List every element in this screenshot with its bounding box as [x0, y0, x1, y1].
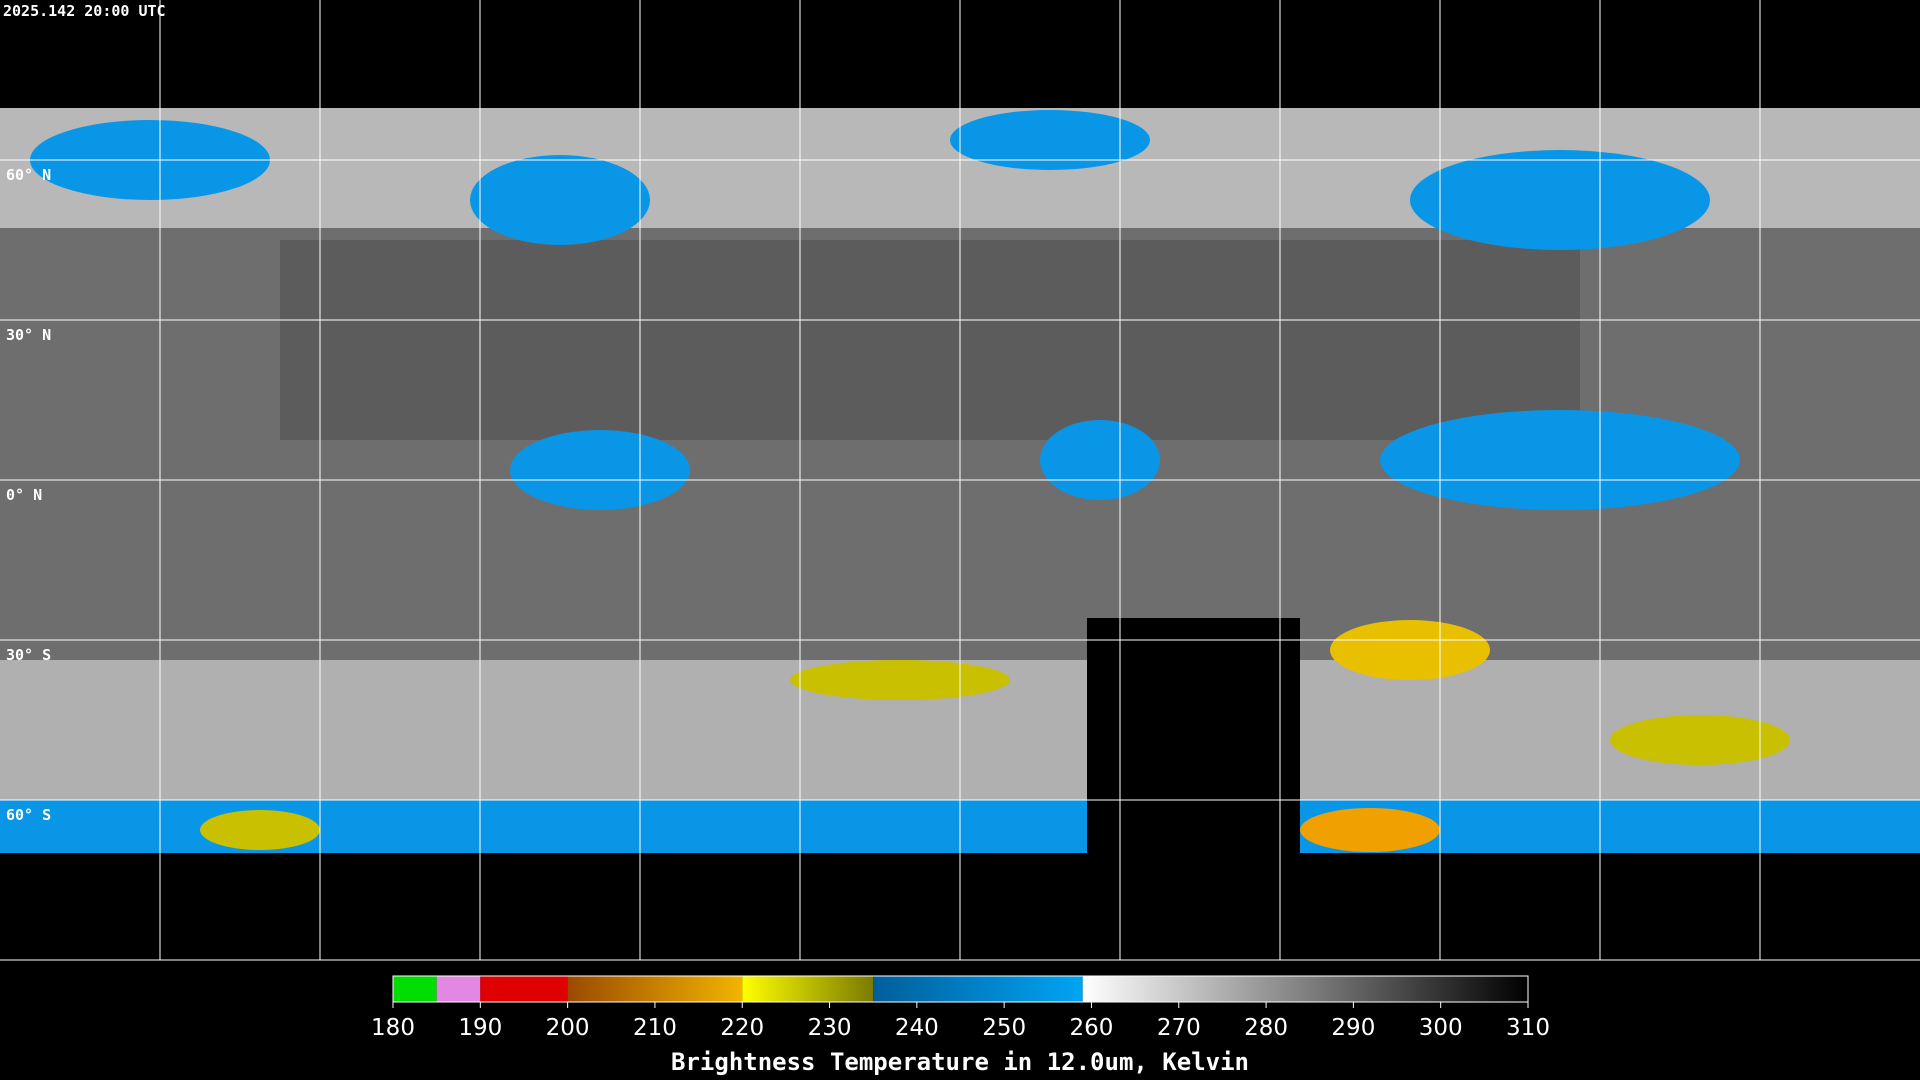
tick-label: 280 [1244, 1015, 1288, 1041]
tick-label: 180 [371, 1015, 415, 1041]
cloud [470, 155, 650, 245]
color-segment [480, 976, 568, 1002]
color-segment [436, 976, 481, 1002]
cloud [1380, 410, 1740, 510]
tick-label: 230 [808, 1015, 852, 1041]
cloud [1410, 150, 1710, 250]
tick-label: 300 [1419, 1015, 1463, 1041]
cloud [790, 660, 1010, 700]
color-segment [873, 976, 1083, 1002]
tick-label: 310 [1506, 1015, 1550, 1041]
tick-label: 200 [546, 1015, 590, 1041]
cloud [1330, 620, 1490, 680]
tick-label: 240 [895, 1015, 939, 1041]
color-segment [393, 976, 437, 1002]
lat-label: 30° N [6, 326, 51, 344]
lat-label: 30° S [6, 646, 51, 664]
no-data [1087, 618, 1300, 853]
cloud [950, 110, 1150, 170]
colorbar: 180 190 200 210 220 230 240 250 260 270 280 290 300 3… [371, 975, 1550, 1041]
cloud [200, 810, 320, 850]
lat-label: 60° N [6, 166, 51, 184]
tick-label: 210 [633, 1015, 677, 1041]
tick-label: 220 [720, 1015, 764, 1041]
color-segment [1082, 976, 1528, 1002]
cloud [1040, 420, 1160, 500]
cloud [1610, 715, 1790, 765]
color-segment [742, 976, 874, 1002]
colorbar-title: Brightness Temperature in 12.0um, Kelvin [671, 1048, 1249, 1076]
cloud [1300, 808, 1440, 852]
tick-label: 260 [1070, 1015, 1114, 1041]
colorbar-frame [392, 975, 1529, 1003]
imagery-dry [280, 240, 1580, 440]
timestamp: 2025.142 20:00 UTC [3, 2, 166, 20]
tick-label: 270 [1157, 1015, 1201, 1041]
tick-label: 290 [1331, 1015, 1375, 1041]
cloud [510, 430, 690, 510]
color-segment [567, 976, 743, 1002]
lat-label: 0° N [6, 486, 42, 504]
graticule: 60° N 30° N 0° N 30° S 60° S [0, 0, 1920, 961]
lat-label: 60° S [6, 806, 51, 824]
tick-label: 190 [458, 1015, 502, 1041]
tick-label: 250 [982, 1015, 1026, 1041]
